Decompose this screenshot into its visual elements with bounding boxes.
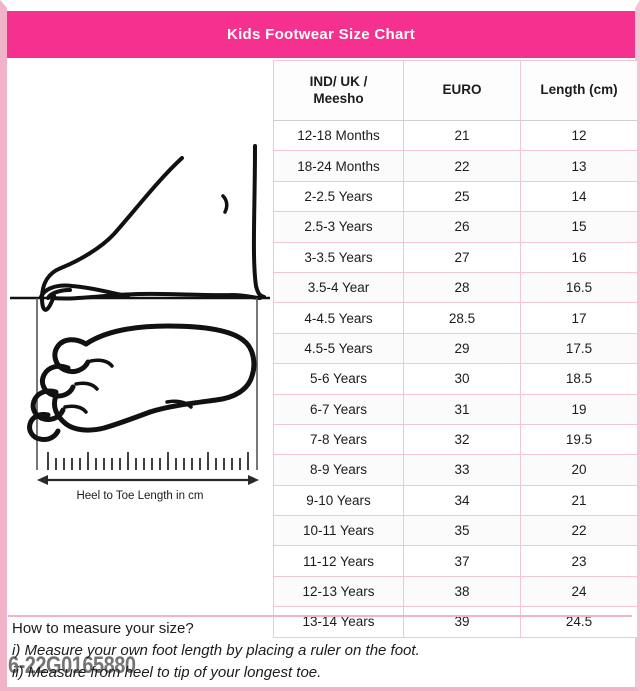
- instructions-heading: How to measure your size?: [12, 620, 194, 637]
- cell-euro: 22: [403, 150, 521, 182]
- cell-size: 3.5-4 Year: [273, 271, 404, 304]
- cell-length: 24: [520, 575, 638, 608]
- table-row: 3.5-4 Year 28 16.5: [273, 271, 638, 304]
- table-row: 7-8 Years 32 19.5: [273, 423, 638, 456]
- cell-euro: 39: [403, 606, 521, 638]
- cell-length: 24.5: [520, 606, 638, 638]
- cell-size: 12-18 Months: [273, 119, 404, 152]
- table-row: 10-11 Years 35 22: [273, 515, 638, 547]
- ruler-scale: [47, 452, 249, 470]
- cell-size: 11-12 Years: [273, 545, 404, 577]
- column-header-line-2: Meesho: [313, 90, 364, 106]
- table-row: 2-2.5 Years 25 14: [273, 180, 638, 213]
- cell-euro: 34: [403, 484, 521, 517]
- table-row: 8-9 Years 33 20: [273, 454, 638, 486]
- cell-length: 16.5: [520, 271, 638, 304]
- table-row: 6-7 Years 31 19: [273, 393, 638, 425]
- column-header-euro: EURO: [403, 60, 521, 121]
- cell-euro: 37: [403, 545, 521, 577]
- size-chart-table: IND/ UK / Meesho EURO Length (cm) 12-18 …: [273, 60, 638, 638]
- cell-size: 8-9 Years: [273, 454, 404, 486]
- table-row: 18-24 Months 22 13: [273, 150, 638, 182]
- cell-size: 18-24 Months: [273, 150, 404, 182]
- cell-euro: 35: [403, 515, 521, 547]
- cell-euro: 29: [403, 332, 521, 365]
- cell-length: 21: [520, 484, 638, 517]
- diagram-caption: Heel to Toe Length in cm: [76, 490, 204, 502]
- footer-divider: [8, 615, 632, 617]
- cell-length: 16: [520, 241, 638, 273]
- cell-euro: 28.5: [403, 302, 521, 334]
- foot-measurement-diagram: Heel to Toe Length in cm: [8, 118, 272, 508]
- table-header-row: IND/ UK / Meesho EURO Length (cm): [273, 60, 638, 121]
- cell-euro: 33: [403, 454, 521, 486]
- cell-length: 23: [520, 545, 638, 577]
- cell-euro: 28: [403, 271, 521, 304]
- table-row: 4.5-5 Years 29 17.5: [273, 332, 638, 365]
- cell-length: 22: [520, 515, 638, 547]
- cell-euro: 27: [403, 241, 521, 273]
- table-row: 13-14 Years 39 24.5: [273, 606, 638, 638]
- cell-euro: 21: [403, 119, 521, 152]
- cell-length: 15: [520, 211, 638, 243]
- table-row: 2.5-3 Years 26 15: [273, 211, 638, 243]
- cell-length: 14: [520, 180, 638, 213]
- cell-size: 9-10 Years: [273, 484, 404, 517]
- table-row: 12-18 Months 21 12: [273, 119, 638, 152]
- cell-length: 17: [520, 302, 638, 334]
- table-row: 5-6 Years 30 18.5: [273, 363, 638, 395]
- cell-length: 17.5: [520, 332, 638, 365]
- cell-size: 10-11 Years: [273, 515, 404, 547]
- length-measure-arrow: [37, 475, 259, 485]
- chart-title-bar: Kids Footwear Size Chart: [7, 11, 635, 58]
- cell-euro: 31: [403, 393, 521, 425]
- table-row: 3-3.5 Years 27 16: [273, 241, 638, 273]
- cell-length: 20: [520, 454, 638, 486]
- column-header-ind-uk-meesho: IND/ UK / Meesho: [273, 60, 404, 121]
- instruction-step-2: ii) Measure from heel to tip of your lon…: [12, 664, 322, 681]
- table-row: 4-4.5 Years 28.5 17: [273, 302, 638, 334]
- table-row: 12-13 Years 38 24: [273, 575, 638, 608]
- cell-length: 18.5: [520, 363, 638, 395]
- cell-size: 7-8 Years: [273, 423, 404, 456]
- cell-size: 12-13 Years: [273, 575, 404, 608]
- measurement-instructions: How to measure your size? i) Measure you…: [8, 615, 632, 687]
- table-row: 11-12 Years 37 23: [273, 545, 638, 577]
- column-header-line-1: IND/ UK /: [309, 73, 368, 89]
- cell-euro: 25: [403, 180, 521, 213]
- cell-size: 2-2.5 Years: [273, 180, 404, 213]
- column-header-length: Length (cm): [520, 60, 638, 121]
- table-row: 9-10 Years 34 21: [273, 484, 638, 517]
- cell-size: 6-7 Years: [273, 393, 404, 425]
- cell-size: 4.5-5 Years: [273, 332, 404, 365]
- cell-size: 3-3.5 Years: [273, 241, 404, 273]
- cell-size: 5-6 Years: [273, 363, 404, 395]
- cell-euro: 32: [403, 423, 521, 456]
- cell-length: 13: [520, 150, 638, 182]
- cell-length: 12: [520, 119, 638, 152]
- page-title: Kids Footwear Size Chart: [226, 26, 416, 43]
- cell-euro: 30: [403, 363, 521, 395]
- cell-size: 4-4.5 Years: [273, 302, 404, 334]
- cell-size: 2.5-3 Years: [273, 211, 404, 243]
- instruction-step-1: i) Measure your own foot length by placi…: [12, 642, 420, 659]
- cell-euro: 26: [403, 211, 521, 243]
- cell-euro: 38: [403, 575, 521, 608]
- cell-size: 13-14 Years: [273, 606, 404, 638]
- cell-length: 19.5: [520, 423, 638, 456]
- cell-length: 19: [520, 393, 638, 425]
